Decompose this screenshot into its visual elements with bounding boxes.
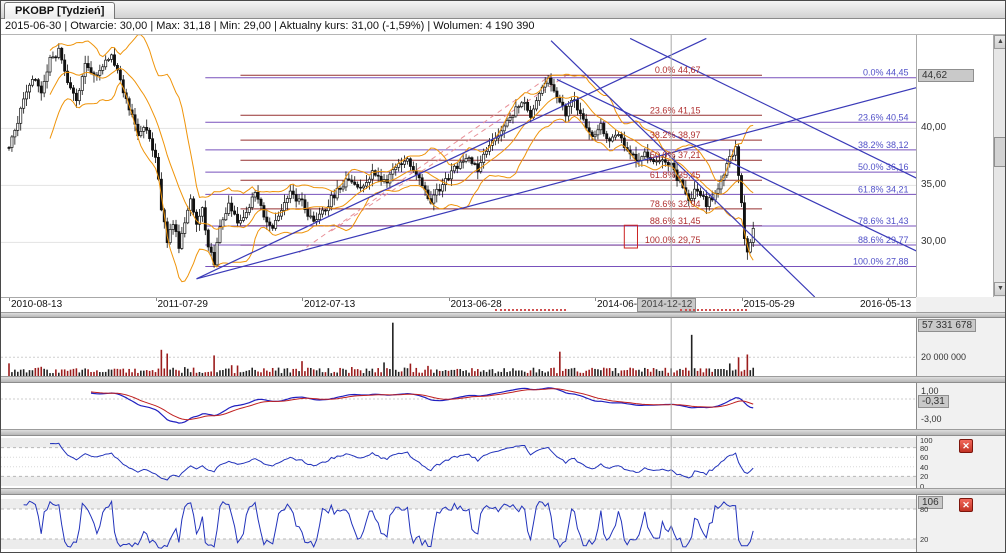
- svg-text:23.6% 40,54: 23.6% 40,54: [858, 112, 909, 122]
- macd-axis: 1,00 -3,00 -0,31: [916, 383, 1005, 429]
- macd-axis-label: 1,00: [921, 386, 939, 396]
- panel-splitter-4[interactable]: [1, 488, 1005, 495]
- fibonacci-lines: [205, 74, 916, 267]
- stochastic-crosshair-value: 106: [918, 496, 943, 509]
- svg-text:38.2% 38,12: 38.2% 38,12: [858, 140, 909, 150]
- oscillator-scale-label: 60: [920, 453, 929, 463]
- oscillator-axis: 100 80 60 40 20 0 ✕: [916, 436, 1005, 488]
- tab-label: PKOBP [Tydzień]: [15, 5, 105, 17]
- stochastic-panel: 106 80 20 ✕: [1, 495, 1005, 553]
- trend-lines: [196, 37, 916, 297]
- price-axis-label: 35,00: [921, 179, 947, 191]
- panel-splitter-2[interactable]: [1, 376, 1005, 383]
- svg-text:50.0% 37,21: 50.0% 37,21: [650, 150, 701, 160]
- svg-text:38.2% 38,97: 38.2% 38,97: [650, 130, 701, 140]
- panel-splitter-3[interactable]: [1, 429, 1005, 436]
- svg-text:78.6% 32,94: 78.6% 32,94: [650, 199, 701, 209]
- volume-panel: 57 331 678 20 000 000: [1, 318, 1005, 376]
- svg-text:88.6% 31,45: 88.6% 31,45: [650, 216, 701, 226]
- date-axis: 2010-08-13 2011-07-29 2012-07-13 2013-06-28…: [1, 297, 916, 312]
- tab-pkobp-weekly[interactable]: PKOBP [Tydzień]: [4, 2, 116, 19]
- volume-axis-label: 20 000 000: [921, 352, 967, 363]
- dotted-marker: [679, 309, 748, 311]
- price-axis: 40,00 35,00 30,00 44,62: [916, 35, 993, 297]
- close-stochastic-button[interactable]: ✕: [959, 498, 973, 512]
- svg-text:50.0% 36,16: 50.0% 36,16: [858, 162, 909, 172]
- volume-axis: 57 331 678 20 000 000: [916, 318, 1005, 376]
- candlesticks: [7, 43, 755, 268]
- date-tick-mark: [741, 298, 743, 301]
- date-tick-mark: [888, 298, 889, 301]
- svg-text:88.6% 29,77: 88.6% 29,77: [858, 235, 909, 245]
- date-tick-mark: [155, 298, 157, 301]
- signal-line: [90, 388, 754, 421]
- svg-text:78.6% 31,43: 78.6% 31,43: [858, 216, 909, 226]
- scroll-down-icon[interactable]: ▼: [994, 282, 1005, 296]
- macd-axis-label: -3,00: [921, 414, 942, 424]
- date-axis-label: 2010-08-13: [11, 299, 63, 310]
- quote-info-text: 2015-06-30 | Otwarcie: 30,00 | Max: 31,1…: [5, 20, 535, 32]
- vertical-scrollbar[interactable]: ▲ ▼: [993, 35, 1005, 297]
- price-chart-plot[interactable]: 0.0% 44,67 23.6% 41,15 38.2% 38,97 50.0% 37…: [1, 35, 916, 297]
- date-axis-label: 2014-06-13: [597, 299, 649, 310]
- svg-text:23.6% 41,15: 23.6% 41,15: [650, 105, 701, 115]
- oscillator-scale-label: 0: [920, 482, 925, 488]
- svg-text:0.0% 44,67: 0.0% 44,67: [655, 65, 701, 75]
- volume-crosshair-value: 57 331 678: [918, 319, 977, 332]
- oscillator-scale-label: 20: [920, 472, 929, 482]
- date-axis-label: 2012-07-13: [304, 299, 356, 310]
- price-chart-panel: 0.0% 44,67 23.6% 41,15 38.2% 38,97 50.0% 37…: [1, 35, 1005, 297]
- price-axis-label: 40,00: [921, 122, 947, 134]
- oscillator-line: [49, 442, 754, 481]
- macd-line: [90, 387, 754, 424]
- oscillator-panel: 100 80 60 40 20 0 ✕: [1, 436, 1005, 488]
- macd-panel: 1,00 -3,00 -0,31: [1, 383, 1005, 429]
- macd-plot[interactable]: [1, 383, 916, 429]
- panel-splitter-1[interactable]: [1, 312, 1005, 318]
- date-axis-label: 2011-07-29: [157, 299, 208, 310]
- date-tick-mark: [9, 298, 10, 301]
- quote-info-bar: 2015-06-30 | Otwarcie: 30,00 | Max: 31,1…: [1, 19, 1005, 35]
- dashed-trend-lines: [298, 75, 566, 253]
- svg-text:100.0% 27,88: 100.0% 27,88: [853, 256, 909, 266]
- fibonacci-labels: 0.0% 44,67 23.6% 41,15 38.2% 38,97 50.0% 37…: [645, 65, 909, 266]
- scrollbar-thumb[interactable]: [994, 137, 1005, 167]
- stochastic-scale-label: 20: [920, 535, 929, 544]
- date-axis-label: 2013-06-28: [450, 299, 502, 310]
- date-tick-mark: [448, 298, 450, 301]
- date-axis-label: 2016-05-13: [860, 299, 912, 310]
- svg-text:100.0% 29,75: 100.0% 29,75: [645, 235, 701, 245]
- macd-crosshair-value: -0,31: [918, 395, 949, 409]
- date-crosshair-value: 2014-12-12: [637, 298, 697, 312]
- oscillator-scale-label: 80: [920, 443, 929, 453]
- volume-bars: [8, 322, 755, 376]
- oscillator-plot[interactable]: [1, 436, 916, 488]
- svg-text:0.0% 44,45: 0.0% 44,45: [863, 68, 909, 78]
- stochastic-scale-label: 80: [920, 505, 929, 514]
- close-oscillator-button[interactable]: ✕: [959, 439, 973, 453]
- stochastic-axis: 106 80 20 ✕: [916, 495, 1005, 552]
- oscillator-scale-label: 100: [920, 436, 933, 445]
- tab-bar: PKOBP [Tydzień]: [1, 1, 1005, 19]
- stochastic-line: [23, 499, 754, 549]
- annotation-rectangle: [623, 224, 638, 249]
- price-crosshair-value: 44,62: [918, 68, 974, 82]
- svg-text:61.8% 34,21: 61.8% 34,21: [858, 184, 909, 194]
- dotted-marker: [495, 309, 566, 311]
- date-axis-label: 2015-05-29: [743, 299, 795, 310]
- scroll-up-icon[interactable]: ▲: [994, 35, 1005, 49]
- stochastic-plot[interactable]: [1, 495, 916, 553]
- svg-text:61.8% 35,45: 61.8% 35,45: [650, 170, 701, 180]
- price-axis-label: 30,00: [921, 236, 947, 248]
- oscillator-scale-label: 40: [920, 462, 929, 472]
- date-tick-mark: [595, 298, 596, 301]
- date-tick-mark: [302, 298, 303, 301]
- volume-plot[interactable]: [1, 318, 916, 376]
